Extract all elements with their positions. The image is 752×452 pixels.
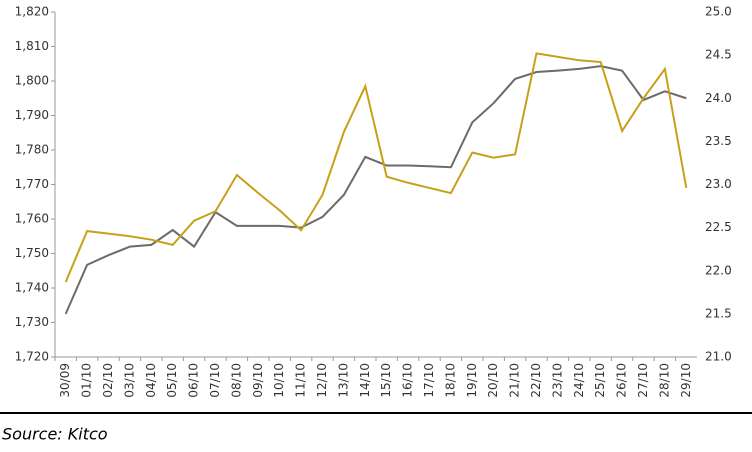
x-tick-label: 24/10 — [572, 363, 586, 398]
x-tick-label: 01/10 — [80, 363, 94, 398]
y2-tick-label: 22.0 — [705, 263, 732, 277]
x-tick-label: 06/10 — [187, 363, 201, 398]
y-tick-label: 1,730 — [15, 315, 49, 329]
y2-tick-label: 22.5 — [705, 220, 732, 234]
x-tick-label: 16/10 — [401, 363, 415, 398]
x-tick-label: 11/10 — [294, 363, 308, 398]
y-tick-label: 1,820 — [15, 5, 49, 19]
x-tick-label: 28/10 — [657, 363, 671, 398]
x-tick-label: 09/10 — [251, 363, 265, 398]
x-tick-label: 17/10 — [422, 363, 436, 398]
x-tick-label: 03/10 — [122, 363, 136, 398]
y2-tick-label: 21.5 — [705, 306, 732, 320]
x-tick-label: 10/10 — [272, 363, 286, 398]
x-tick-label: 29/10 — [679, 363, 693, 398]
x-tick-label: 12/10 — [315, 363, 329, 398]
y-tick-label: 1,720 — [15, 350, 49, 364]
x-tick-label: 25/10 — [593, 363, 607, 398]
x-tick-label: 04/10 — [144, 363, 158, 398]
y-tick-label: 1,800 — [15, 74, 49, 88]
y-tick-label: 1,740 — [15, 281, 49, 295]
x-tick-label: 19/10 — [465, 363, 479, 398]
x-tick-label: 05/10 — [165, 363, 179, 398]
x-tick-label: 14/10 — [358, 363, 372, 398]
x-tick-label: 26/10 — [615, 363, 629, 398]
y-tick-label: 1,770 — [15, 177, 49, 191]
y-tick-label: 1,810 — [15, 39, 49, 53]
x-tick-label: 08/10 — [229, 363, 243, 398]
y2-tick-label: 25.0 — [705, 5, 732, 19]
x-tick-label: 22/10 — [529, 363, 543, 398]
x-tick-label: 30/09 — [58, 363, 72, 398]
series-line — [64, 65, 687, 315]
y2-tick-label: 23.0 — [705, 177, 732, 191]
x-tick-label: 13/10 — [336, 363, 350, 398]
x-tick-label: 23/10 — [550, 363, 564, 398]
x-tick-label: 20/10 — [486, 363, 500, 398]
x-tick-label: 15/10 — [379, 363, 393, 398]
y-tick-label: 1,780 — [15, 143, 49, 157]
x-tick-label: 21/10 — [508, 363, 522, 398]
x-tick-label: 07/10 — [208, 363, 222, 398]
y2-tick-label: 24.5 — [705, 48, 732, 62]
y2-tick-label: 23.5 — [705, 134, 732, 148]
y2-tick-label: 21.0 — [705, 350, 732, 364]
source: Source: Kitco — [2, 425, 108, 444]
y2-tick-label: 24.0 — [705, 91, 732, 105]
y-tick-label: 1,790 — [15, 108, 49, 122]
series-line — [64, 52, 688, 283]
y-tick-label: 1,760 — [15, 212, 49, 226]
x-tick-label: 27/10 — [636, 363, 650, 398]
y-tick-label: 1,750 — [15, 246, 49, 260]
x-tick-label: 02/10 — [101, 363, 115, 398]
x-tick-label: 18/10 — [443, 363, 457, 398]
